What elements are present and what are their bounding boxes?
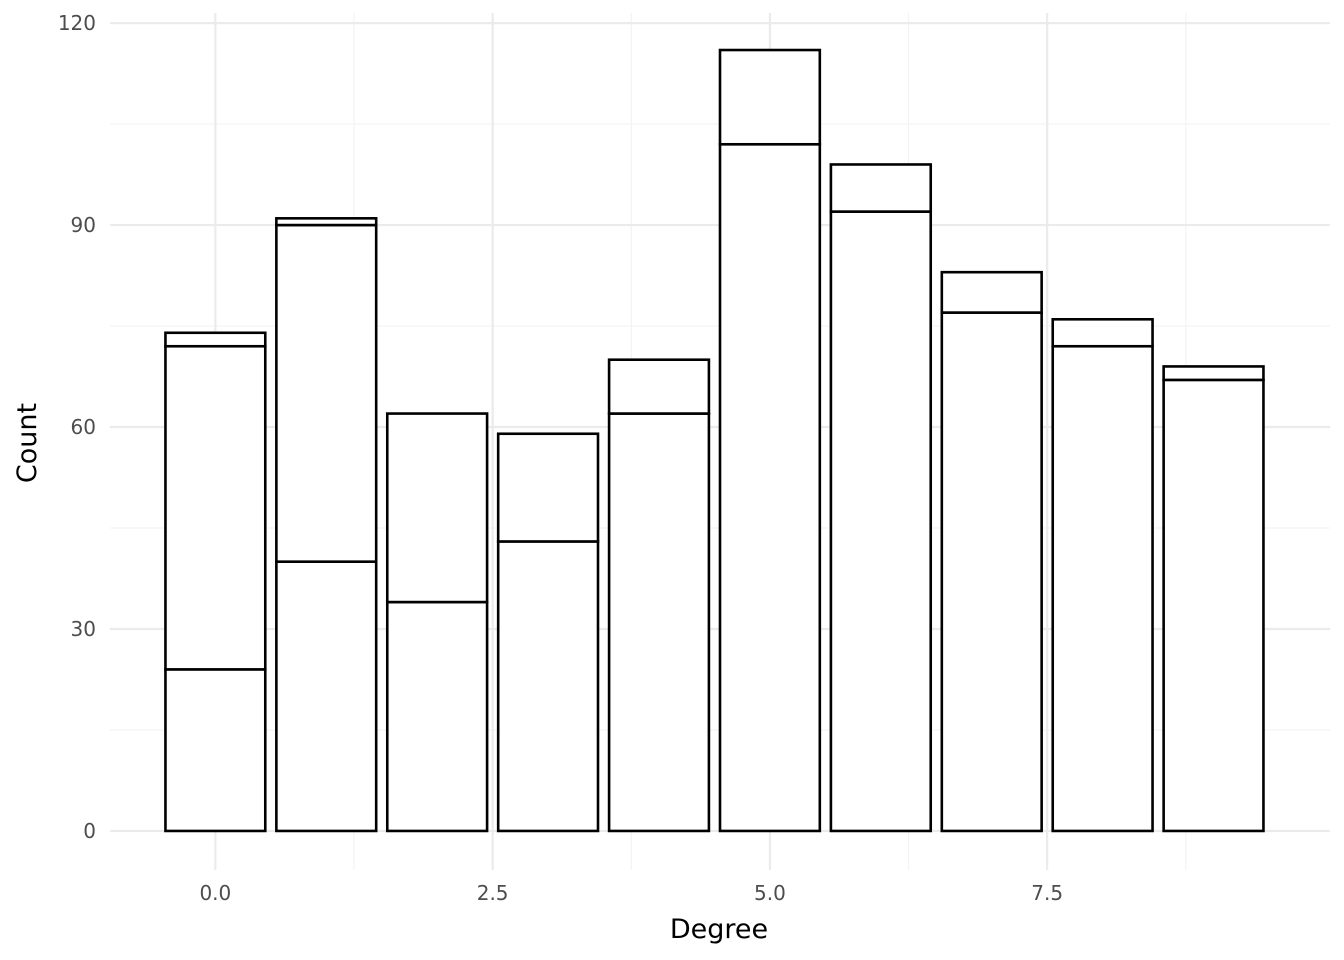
bar-group <box>164 331 267 833</box>
bar-segment <box>164 344 267 671</box>
bar-segment <box>275 560 378 833</box>
bar-segment <box>607 412 711 833</box>
y-tick-label: 60 <box>71 415 96 439</box>
bar-segment <box>275 217 378 227</box>
bar-segment <box>1051 318 1154 348</box>
y-axis-title: Count <box>12 403 43 483</box>
bar-segment <box>164 331 267 348</box>
bar-segment <box>607 358 711 415</box>
bar-segment <box>275 223 378 563</box>
bar-segment <box>940 311 1043 833</box>
bar-segment <box>1162 365 1265 382</box>
x-tick-label: 7.5 <box>1031 881 1063 905</box>
bar-group <box>1051 318 1154 833</box>
x-tick-label: 5.0 <box>754 881 786 905</box>
bar-segment <box>718 142 822 833</box>
bar-segment <box>385 412 489 604</box>
bar-segment <box>164 668 267 833</box>
bar-segment <box>496 432 600 543</box>
bar-group <box>607 358 711 833</box>
y-tick-label: 0 <box>83 819 96 843</box>
x-axis-title: Degree <box>670 914 768 945</box>
bar-group <box>496 432 600 833</box>
bar-segment <box>1162 378 1265 833</box>
bar-segment <box>385 600 489 833</box>
bar-group <box>1162 365 1265 833</box>
bar-segment <box>1051 344 1154 833</box>
bar-group <box>718 48 822 833</box>
y-axis-ticks: 0 30 60 90 120 <box>58 11 96 843</box>
bar-group <box>385 412 489 833</box>
x-tick-label: 0.0 <box>199 881 231 905</box>
bar-group <box>829 163 933 833</box>
y-tick-label: 90 <box>71 213 96 237</box>
bar-segment <box>496 540 600 833</box>
bar-group <box>275 217 378 833</box>
bar-segment <box>940 270 1043 314</box>
x-axis-ticks: 0.0 2.5 5.0 7.5 <box>199 881 1063 905</box>
y-tick-label: 30 <box>71 617 96 641</box>
y-tick-label: 120 <box>58 11 96 35</box>
bar-segment <box>718 48 822 146</box>
bar-segment <box>829 163 933 213</box>
bar-segment <box>829 210 933 833</box>
bar-group <box>940 270 1043 833</box>
bars <box>164 48 1265 833</box>
x-tick-label: 2.5 <box>477 881 509 905</box>
